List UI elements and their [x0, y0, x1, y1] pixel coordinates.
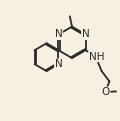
Text: O: O — [102, 87, 110, 97]
Text: N: N — [55, 30, 62, 39]
Text: N: N — [55, 59, 62, 69]
Text: NH: NH — [89, 52, 104, 62]
Text: N: N — [82, 30, 89, 39]
